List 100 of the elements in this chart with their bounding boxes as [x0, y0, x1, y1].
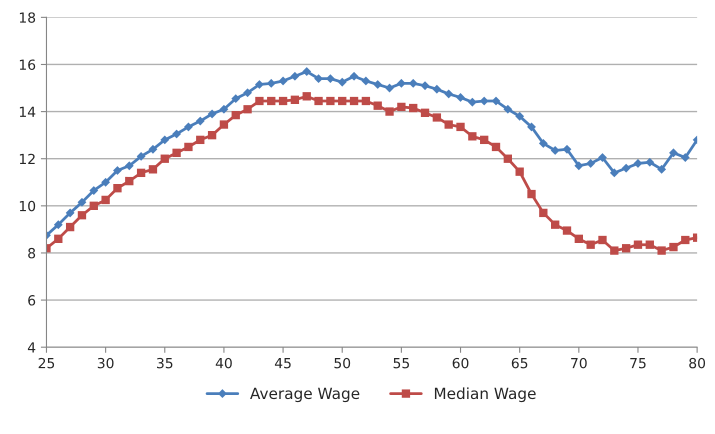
point — [243, 88, 252, 98]
point — [527, 190, 536, 198]
point — [125, 176, 134, 186]
point — [409, 104, 418, 112]
point — [373, 80, 382, 89]
point — [101, 196, 110, 204]
point — [267, 96, 276, 106]
point — [598, 236, 607, 244]
point — [362, 96, 370, 106]
point — [562, 226, 572, 235]
point — [669, 242, 678, 252]
point — [468, 98, 477, 107]
x-tick-label: 35 — [156, 358, 172, 368]
point — [681, 236, 690, 244]
point — [539, 208, 548, 218]
point — [516, 168, 524, 176]
y-tick-label: 14 — [20, 106, 36, 117]
point — [444, 90, 454, 98]
x-tick-label: 75 — [630, 358, 646, 368]
x-tick-label: 40 — [216, 358, 232, 368]
point — [184, 122, 193, 132]
point — [66, 208, 75, 218]
legend-label: Median Wage — [434, 387, 536, 402]
point — [657, 164, 666, 174]
point — [124, 161, 134, 170]
point — [562, 144, 572, 154]
point — [645, 158, 654, 167]
point — [574, 234, 583, 243]
point — [172, 130, 182, 138]
point — [136, 168, 146, 178]
point — [680, 153, 690, 162]
point — [504, 154, 512, 163]
point — [160, 154, 169, 163]
point — [432, 84, 442, 94]
point — [350, 96, 358, 106]
point — [456, 93, 465, 102]
point — [326, 96, 335, 106]
point — [232, 110, 240, 120]
point — [278, 96, 288, 106]
point — [90, 202, 98, 210]
point — [385, 107, 394, 116]
point — [290, 96, 300, 104]
point — [574, 161, 584, 170]
point — [54, 234, 62, 243]
point — [208, 130, 216, 140]
point — [432, 113, 442, 122]
point — [113, 166, 122, 175]
point — [420, 108, 430, 117]
point — [385, 84, 394, 92]
point — [302, 92, 311, 100]
point — [136, 152, 146, 161]
y-tick-label: 6 — [28, 295, 36, 306]
point — [361, 76, 370, 86]
point — [420, 81, 430, 90]
point — [610, 168, 619, 178]
legend-label: Average Wage — [250, 388, 360, 402]
x-tick-label: 65 — [512, 358, 528, 368]
point — [160, 135, 170, 144]
point — [634, 159, 642, 168]
point — [527, 122, 536, 132]
point — [255, 96, 264, 106]
y-tick-label: 10 — [20, 200, 36, 212]
point — [622, 244, 630, 252]
point — [266, 78, 276, 88]
point — [350, 72, 358, 81]
x-tick-label: 70 — [571, 358, 587, 368]
point — [196, 136, 204, 144]
point — [172, 148, 181, 157]
point — [456, 122, 465, 132]
point — [374, 102, 382, 110]
point — [243, 105, 252, 114]
point — [515, 112, 524, 121]
point — [231, 94, 240, 104]
point — [610, 246, 618, 255]
point — [551, 220, 560, 229]
point — [278, 76, 288, 86]
point — [78, 198, 86, 207]
point — [89, 186, 98, 195]
point — [54, 220, 63, 230]
point — [503, 104, 512, 114]
point — [397, 102, 406, 112]
point — [338, 78, 347, 87]
point — [492, 96, 500, 106]
point — [184, 142, 193, 152]
x-tick-label: 60 — [452, 358, 468, 368]
y-tick-label: 8 — [28, 248, 36, 258]
x-tick-label: 55 — [394, 358, 409, 368]
y-tick-label: 18 — [20, 12, 36, 23]
point — [586, 240, 595, 249]
point — [302, 67, 312, 76]
point — [338, 96, 346, 106]
x-tick-label: 50 — [334, 358, 350, 368]
y-tick-label: 4 — [28, 342, 36, 352]
point — [314, 96, 323, 106]
x-tick-label: 30 — [98, 358, 114, 368]
point — [538, 138, 548, 148]
point — [113, 184, 122, 192]
point — [622, 164, 631, 173]
point — [208, 110, 217, 118]
point — [290, 72, 300, 81]
